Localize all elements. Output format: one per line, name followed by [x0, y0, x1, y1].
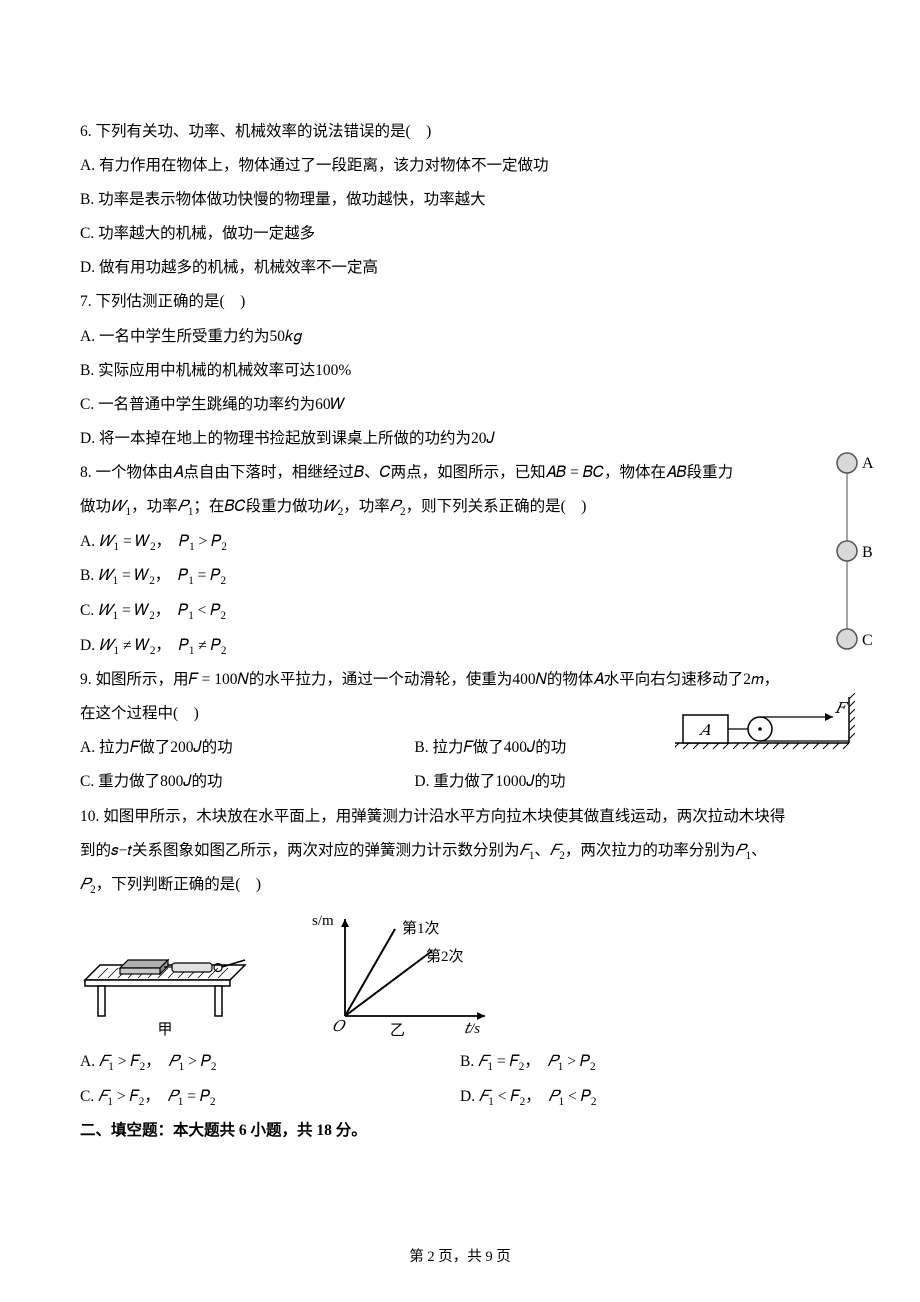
q9-figure: 𝐴 𝐹 — [675, 693, 855, 758]
svg-text:𝑡/s: 𝑡/s — [464, 1021, 480, 1037]
svg-text:C: C — [862, 632, 873, 649]
q6-opt-d: D. 做有用功越多的机械，机械效率不一定高 — [80, 251, 840, 285]
svg-text:s/m: s/m — [312, 913, 334, 929]
q10-stem-l1: 10. 如图甲所示，木块放在水平面上，用弹簧测力计沿水平方向拉木块使其做直线运动… — [80, 800, 840, 834]
q8-opt-d: D. 𝑊1 ≠ 𝑊2， 𝑃1 ≠ 𝑃2 — [80, 629, 840, 664]
q10-opt-b: B. 𝐹1 = 𝐹2， 𝑃1 > 𝑃2 — [460, 1045, 840, 1080]
q9-opt-c: C. 重力做了800𝐽的功 — [80, 765, 414, 799]
q6-stem: 6. 下列有关功、功率、机械效率的说法错误的是( ) — [80, 115, 840, 149]
q10-opt-a: A. 𝐹1 > 𝐹2， 𝑃1 > 𝑃2 — [80, 1045, 460, 1080]
q7-opt-b: B. 实际应用中机械的机械效率可达100% — [80, 354, 840, 388]
q8-block: A B C 8. 一个物体由𝐴点自由下落时，相继经过𝐵、𝐶两点，如图所示，已知𝐴… — [80, 456, 840, 663]
q10-opt-d: D. 𝐹1 < 𝐹2， 𝑃1 < 𝑃2 — [460, 1080, 840, 1115]
q7-stem: 7. 下列估测正确的是( ) — [80, 285, 840, 319]
svg-text:B: B — [862, 544, 873, 561]
q10-figure-jia: 甲 — [80, 920, 250, 1041]
svg-text:第1次: 第1次 — [402, 919, 440, 937]
q10-opt-c: C. 𝐹1 > 𝐹2， 𝑃1 = 𝑃2 — [80, 1080, 460, 1115]
q10-stem-l2: 到的𝑠−𝑡关系图象如图乙所示，两次对应的弹簧测力计示数分别为𝐹1、𝐹2，两次拉力… — [80, 834, 840, 869]
q10-figure-yi: s/m 𝑡/s 𝑂 第1次 第2次 乙 — [310, 911, 500, 1041]
q9-opt-a: A. 拉力𝐹做了200𝐽的功 — [80, 731, 414, 765]
q7-opt-c: C. 一名普通中学生跳绳的功率约为60𝑊 — [80, 388, 840, 422]
q8-opt-c: C. 𝑊1 = 𝑊2， 𝑃1 < 𝑃2 — [80, 594, 840, 629]
q8-figure: A B C — [835, 451, 875, 651]
q8-stem-l2: 做功𝑊1，功率𝑃1；在𝐵𝐶段重力做功𝑊2，功率𝑃2，则下列关系正确的是( ) — [80, 490, 840, 525]
q7-opt-d: D. 将一本掉在地上的物理书捡起放到课桌上所做的功约为20𝐽 — [80, 422, 840, 456]
q10-figures: 甲 s/m 𝑡/s 𝑂 第1次 第2次 乙 — [80, 911, 840, 1041]
q8-opt-b: B. 𝑊1 = 𝑊2， 𝑃1 = 𝑃2 — [80, 559, 840, 594]
q9-opt-d: D. 重力做了1000𝐽的功 — [414, 765, 657, 799]
q9-stem-l1: 9. 如图所示，用𝐹 = 100𝑁的水平拉力，通过一个动滑轮，使重为400𝑁的物… — [80, 663, 840, 697]
svg-text:𝐹: 𝐹 — [834, 701, 849, 717]
q8-opt-a: A. 𝑊1 = 𝑊2， 𝑃1 > 𝑃2 — [80, 525, 840, 560]
q6-opt-b: B. 功率是表示物体做功快慢的物理量，做功越快，功率越大 — [80, 183, 840, 217]
q9-opt-b: B. 拉力𝐹做了400𝐽的功 — [414, 731, 657, 765]
q9-block: 9. 如图所示，用𝐹 = 100𝑁的水平拉力，通过一个动滑轮，使重为400𝑁的物… — [80, 663, 840, 799]
q7-opt-a: A. 一名中学生所受重力约为50𝑘𝑔 — [80, 320, 840, 354]
q8-stem-l1: 8. 一个物体由𝐴点自由下落时，相继经过𝐵、𝐶两点，如图所示，已知𝐴𝐵 = 𝐵𝐶… — [80, 456, 840, 490]
q10-fig1-label: 甲 — [80, 1020, 250, 1041]
svg-text:𝐴: 𝐴 — [698, 723, 711, 739]
svg-text:A: A — [862, 455, 874, 472]
page-footer: 第 2 页，共 9 页 — [0, 1249, 920, 1266]
svg-text:第2次: 第2次 — [426, 947, 464, 965]
q6-opt-a: A. 有力作用在物体上，物体通过了一段距离，该力对物体不一定做功 — [80, 149, 840, 183]
svg-text:𝑂: 𝑂 — [332, 1019, 346, 1035]
q6-opt-c: C. 功率越大的机械，做功一定越多 — [80, 217, 840, 251]
q10-stem-l3: 𝑃2，下列判断正确的是( ) — [80, 868, 840, 903]
section2-heading: 二、填空题：本大题共 6 小题，共 18 分。 — [80, 1114, 840, 1148]
svg-text:乙: 乙 — [390, 1023, 405, 1039]
